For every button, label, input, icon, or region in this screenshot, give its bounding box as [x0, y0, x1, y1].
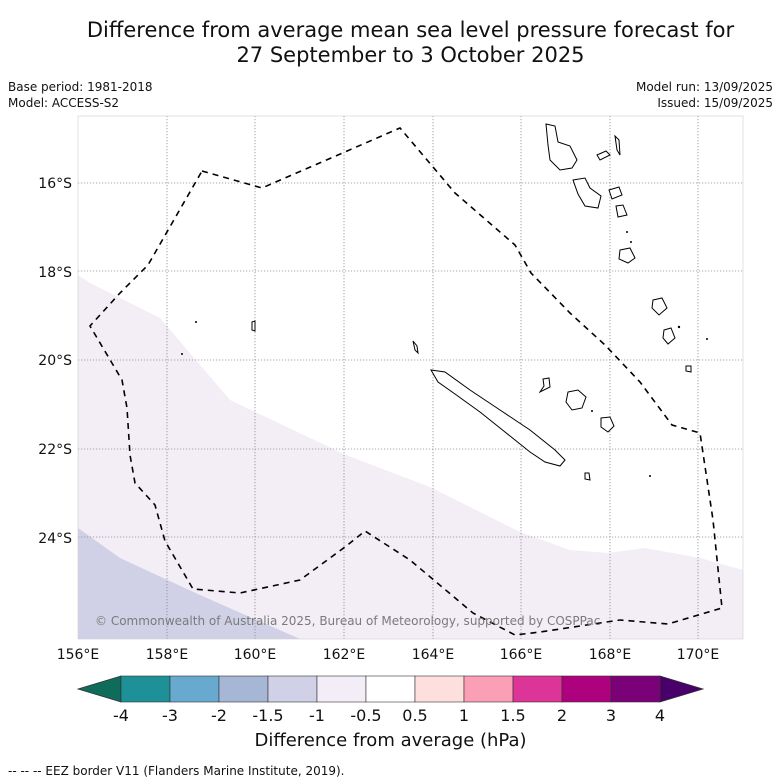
model-name: Model: ACCESS-S2 [8, 96, 120, 110]
map-area [78, 116, 743, 639]
aneityum-island [662, 327, 676, 345]
islet-6 [677, 325, 681, 329]
islet-8 [630, 241, 632, 243]
copyright-notice: © Commonwealth of Australia 2025, Bureau… [95, 614, 601, 628]
chart-title: Difference from average mean sea level p… [0, 18, 781, 68]
lon-label-164e: 164°E [412, 647, 455, 663]
lat-axis-labels: 16°S 18°S 20°S 22°S 24°S [38, 176, 72, 547]
colorbar-segment-6 [414, 675, 465, 703]
small-islet-east [685, 365, 692, 373]
colorbar-segment-3 [267, 675, 318, 703]
meta-right: Model run: 13/09/2025 Issued: 15/09/2025 [636, 79, 773, 111]
lon-axis-labels: 156°E 158°E 160°E 162°E 164°E 166°E 168°… [57, 647, 720, 663]
colorbar-segment-5 [365, 675, 416, 703]
colorbar-tick-label: 3 [605, 706, 617, 725]
colorbar-segment-7 [463, 675, 514, 703]
model-run: Model run: 13/09/2025 [635, 80, 773, 94]
ouvea-island [538, 377, 551, 394]
anomaly-region-minus-1 [78, 528, 300, 639]
colorbar-segment-10 [610, 675, 661, 703]
anomaly-region-minus-0-5 [78, 275, 743, 639]
islet-1 [195, 321, 197, 323]
colorbar-segment-8 [512, 675, 563, 703]
lon-label-168e: 168°E [589, 647, 632, 663]
colorbar-tick-label: -0.5 [350, 706, 382, 725]
lon-label-166e: 166°E [500, 647, 543, 663]
lat-label-24s: 24°S [38, 531, 72, 547]
colorbar-segment-9 [561, 675, 612, 703]
colorbar-segment-0 [120, 675, 171, 703]
colorbar-tick-label: 1.5 [500, 706, 526, 725]
colorbar-tick-label: -1 [309, 706, 325, 725]
eez-footnote: -- -- -- EEZ border V11 (Flanders Marine… [8, 764, 345, 778]
colorbar-tick-label: -2 [211, 706, 227, 725]
lat-label-20s: 20°S [38, 353, 72, 369]
title-line-2: 27 September to 3 October 2025 [236, 43, 585, 67]
colorbar-segment-1 [169, 675, 220, 703]
colorbar-tick-label: 1 [458, 706, 470, 725]
chesterfield-islet [251, 320, 256, 332]
lon-label-158e: 158°E [146, 647, 189, 663]
colorbar-under-triangle [76, 675, 122, 703]
colorbar-segment-4 [316, 675, 367, 703]
erromango-island [618, 247, 636, 264]
lon-label-162e: 162°E [323, 647, 366, 663]
coastlines [251, 123, 692, 481]
lat-label-22s: 22°S [38, 442, 72, 458]
mare-island [600, 416, 615, 433]
colorbar-tick-label: -4 [113, 706, 129, 725]
espiritu-santo-island [545, 123, 578, 171]
colorbar-tick-label: -3 [162, 706, 178, 725]
lon-label-160e: 160°E [234, 647, 277, 663]
map-frame [77, 115, 744, 640]
colorbar-tick-label: 4 [654, 706, 666, 725]
islet-4 [649, 475, 651, 477]
colorbar-tick-label: -1.5 [252, 706, 284, 725]
base-period: Base period: 1981-2018 [8, 80, 153, 94]
lon-label-170e: 170°E [677, 647, 720, 663]
maewo-island [614, 134, 621, 156]
gridlines [78, 116, 743, 639]
colorbar-segments [120, 675, 661, 703]
belep-islands [412, 340, 419, 355]
meta-left: Base period: 1981-2018 Model: ACCESS-S2 [8, 79, 153, 111]
tiny-islets [181, 231, 708, 477]
colorbar-segment-2 [218, 675, 269, 703]
colorbar [76, 675, 705, 703]
efate-island [615, 204, 628, 218]
islet-7 [626, 231, 628, 233]
colorbar-tick-label: 0.5 [402, 706, 428, 725]
lat-label-18s: 18°S [38, 265, 72, 281]
islet-5 [706, 338, 708, 340]
ambrym-island [596, 150, 611, 161]
colorbar-tick-label: 2 [556, 706, 568, 725]
issued-date: Issued: 15/09/2025 [657, 96, 773, 110]
tanna-island [651, 297, 668, 316]
islet-3 [591, 410, 593, 412]
colorbar-over-triangle [659, 675, 705, 703]
malakula-island [572, 177, 602, 209]
lat-label-16s: 16°S [38, 176, 72, 192]
title-line-1: Difference from average mean sea level p… [86, 18, 735, 42]
colorbar-title: Difference from average (hPa) [254, 730, 527, 751]
new-caledonia-island [430, 369, 566, 467]
lifou-island [565, 389, 587, 411]
islet-2 [181, 353, 183, 355]
epi-island [608, 186, 623, 200]
lon-label-156e: 156°E [57, 647, 100, 663]
isle-of-pines [584, 472, 591, 481]
eez-border [89, 127, 723, 636]
